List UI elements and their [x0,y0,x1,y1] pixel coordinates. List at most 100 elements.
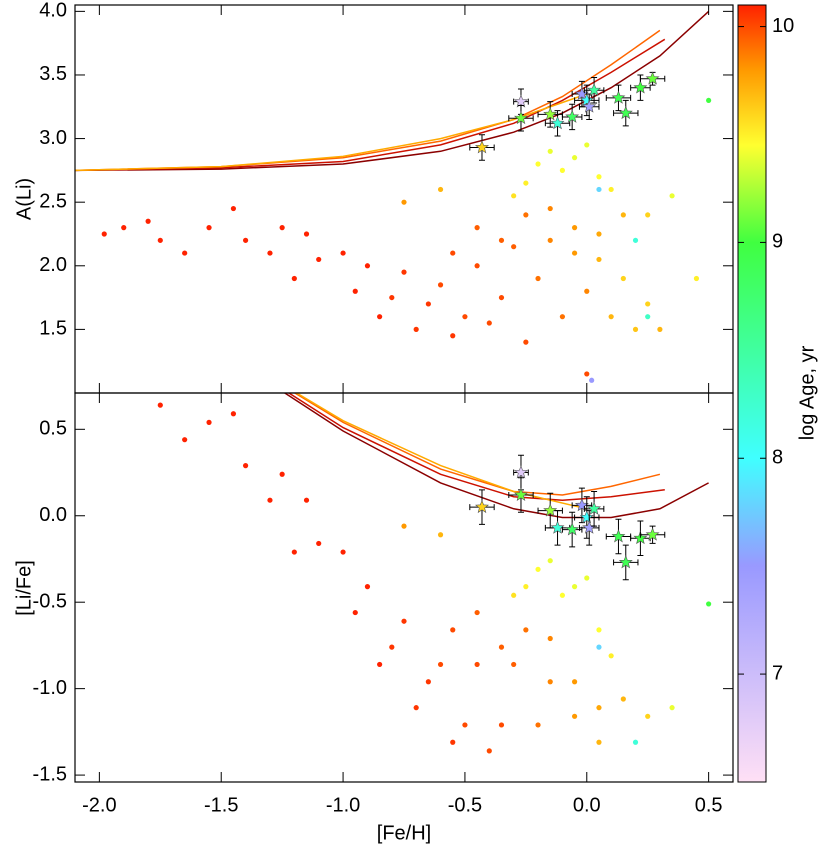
star-point [514,487,528,501]
data-point [401,618,407,624]
data-point [584,142,590,148]
data-point [486,320,492,326]
data-point [377,661,383,668]
data-point [584,575,590,581]
data-point [206,419,212,425]
data-point [632,237,639,243]
data-point [267,250,273,256]
data-point [498,294,505,301]
colorbar [737,4,767,783]
data-point [413,705,419,711]
y-tick-label: 2.5 [39,190,67,212]
data-point [669,705,675,711]
data-point [364,263,371,269]
colorbar-tick-label: 8 [772,447,783,469]
y-axis-label: [Li/Fe] [13,560,35,616]
data-point [547,558,553,564]
data-point [206,225,212,231]
star-point [565,109,580,123]
data-point [535,566,541,572]
axes-frame [74,392,734,783]
data-point [523,212,529,218]
y-tick-label: 2.0 [39,254,67,276]
y-tick-label: -0.5 [33,590,67,612]
model-curve [75,93,588,172]
data-point [389,294,395,301]
data-point [474,661,480,668]
star-point [543,503,558,517]
data-point [474,609,480,616]
data-point [547,679,553,685]
data-point [596,231,602,237]
data-point [571,250,578,256]
data-point [316,540,322,547]
data-point [352,288,358,294]
data-point [547,237,553,243]
star-point [579,93,594,107]
plot-area [75,10,712,383]
star-point [587,501,602,515]
star-point [645,71,660,85]
data-point [242,237,249,243]
data-point [632,326,639,332]
data-point [523,584,529,590]
data-point [425,679,431,685]
data-point [145,218,151,224]
data-point [401,269,407,275]
data-point [645,301,651,307]
data-point [535,161,541,167]
data-point [425,301,431,307]
data-point [242,463,249,469]
data-point [401,199,407,205]
data-point [340,250,346,256]
data-point [620,212,626,218]
data-point [437,532,444,538]
y-tick-label: 1.5 [39,318,67,340]
x-axis-label: [Fe/H] [377,822,431,844]
data-point [620,696,626,702]
data-point [559,167,566,173]
data-point [706,97,712,104]
data-point [230,205,237,212]
data-point [498,722,505,728]
data-point [279,471,285,477]
data-point [571,225,578,231]
star-point [565,522,580,536]
star-point [475,499,489,514]
data-point [589,377,595,383]
star-point [611,529,626,543]
data-point [571,713,578,719]
model-curve [283,393,709,519]
data-point [571,155,578,161]
model-curve [295,393,587,510]
data-point [706,601,712,607]
data-point [437,282,444,288]
data-point [596,644,602,650]
colorbar-tick-label: 7 [772,662,783,684]
data-point [389,644,395,650]
data-point [437,186,444,193]
data-point [535,722,541,728]
data-point [498,644,505,650]
data-point [511,661,517,668]
data-point [364,584,371,590]
colorbar-label: log Age, yr [796,345,818,440]
data-point [571,679,578,685]
data-point [340,549,346,555]
data-point [352,609,358,616]
data-point [571,584,578,590]
data-point [450,250,456,256]
plot-area [157,393,712,754]
star-point [611,90,626,104]
data-point [608,186,614,193]
data-point [596,186,602,193]
star-point [543,107,558,121]
data-point [632,739,639,745]
x-tick-label: -1.0 [326,794,360,816]
data-point [230,411,237,417]
data-point [377,314,383,320]
data-point [523,339,529,345]
data-point [401,523,407,529]
star-point [550,520,565,534]
